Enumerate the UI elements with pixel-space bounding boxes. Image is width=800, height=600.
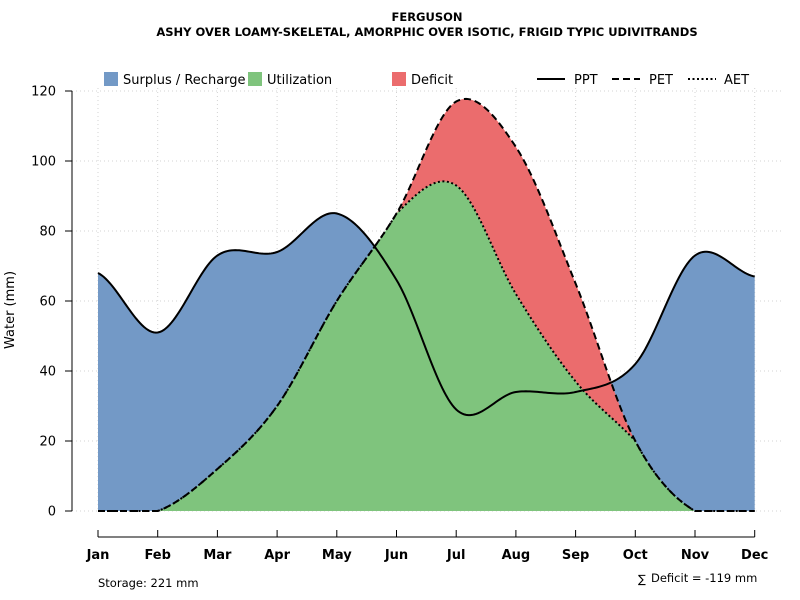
series-line-pet [98,97,755,512]
x-tick-label: Aug [502,548,531,563]
y-tick-label: 20 [39,435,56,450]
y-tick-label: 80 [39,225,56,240]
y-axis: 0 20 40 60 80 100 120 [31,85,73,520]
deficit-sum-symbol: ∑ [638,572,646,586]
deficit-annotation: Deficit = -119 mm [651,571,757,585]
area-deficit [98,98,755,512]
legend-label-pet: PET [649,73,673,88]
legend-label-deficit: Deficit [411,73,453,88]
y-tick-label: 0 [48,505,56,520]
x-tick-label: Dec [741,548,768,563]
x-tick-label: Jul [446,548,466,563]
x-tick-label: Nov [681,548,710,563]
y-tick-label: 120 [31,85,56,100]
x-tick-label: Sep [562,548,590,563]
x-tick-label: Jan [86,548,110,563]
x-tick-label: May [322,548,352,563]
chart-subtitle: ASHY OVER LOAMY-SKELETAL, AMORPHIC OVER … [156,25,697,39]
legend-swatch-utilization [248,72,262,86]
legend-swatch-deficit [392,72,406,86]
legend-label-ppt: PPT [574,73,598,88]
y-tick-label: 60 [39,295,56,310]
legend-label-aet: AET [724,73,749,88]
x-tick-label: Feb [144,548,170,563]
x-tick-label: Jun [384,548,408,563]
chart-title: FERGUSON [391,10,462,24]
legend-label-surplus: Surplus / Recharge [123,73,246,88]
legend-label-utilization: Utilization [267,73,332,88]
x-tick-label: Apr [264,548,290,563]
x-tick-label: Mar [203,548,232,563]
x-axis: Jan Feb Mar Apr May Jun Jul Aug Sep Oct Nov Dec [86,530,768,563]
area-utilization [98,181,755,511]
y-tick-label: 100 [31,155,56,170]
x-tick-label: Oct [623,548,648,563]
series-line-aet [98,180,755,512]
legend: Surplus / Recharge Utilization Deficit P… [104,72,749,88]
storage-annotation: Storage: 221 mm [98,576,199,590]
series-line-ppt [97,212,755,417]
y-axis-label: Water (mm) [3,271,18,349]
y-tick-label: 40 [39,365,56,380]
legend-swatch-surplus [104,72,118,86]
